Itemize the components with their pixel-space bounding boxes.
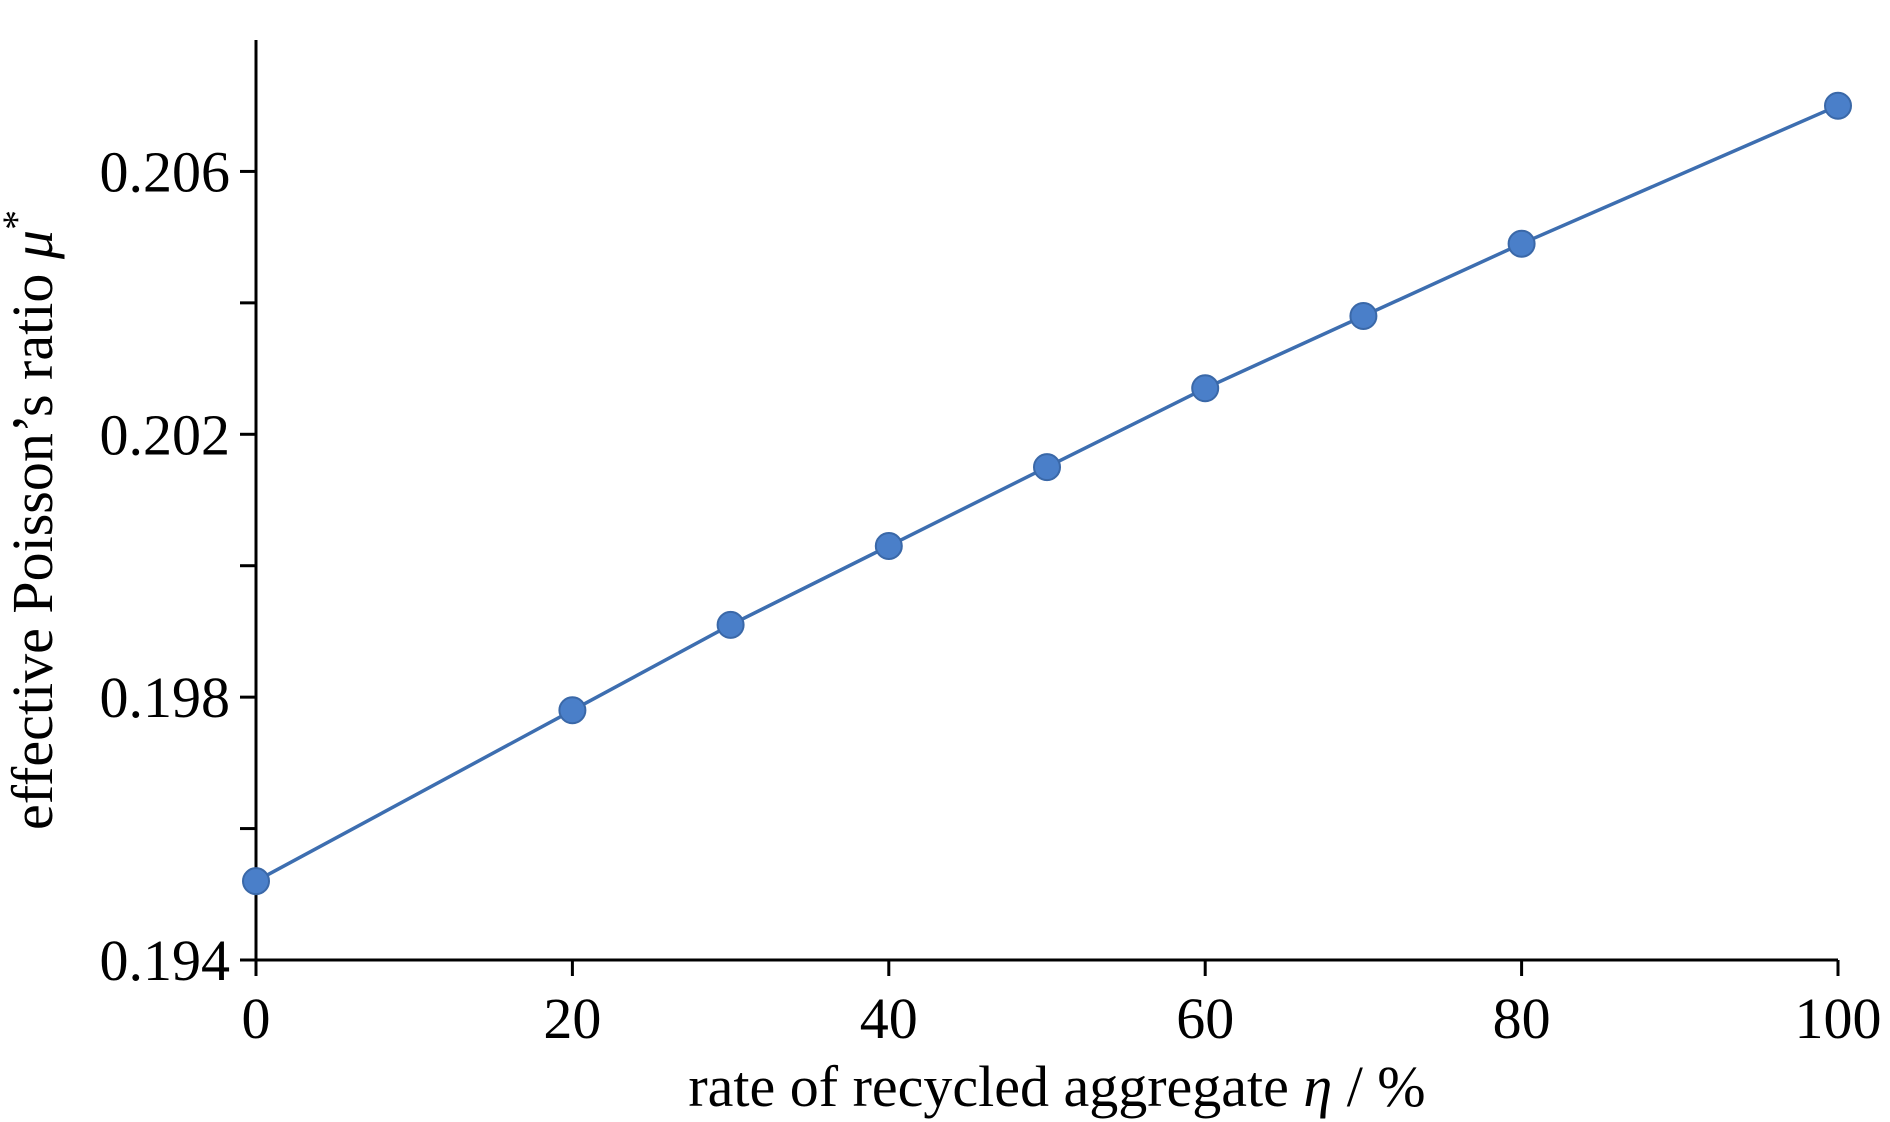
- data-point: [1191, 374, 1220, 403]
- axes: [254, 40, 1838, 962]
- y-axis-label: effective Poisson’s ratio μ*: [0, 210, 65, 830]
- series-line: [255, 104, 1839, 883]
- y-axis-label-text: effective Poisson’s ratio: [0, 259, 65, 830]
- x-tick-label: 40: [860, 986, 918, 1051]
- data-point: [1033, 453, 1061, 482]
- data-point: [716, 610, 745, 639]
- x-axis-label: rate of recycled aggregate η / %: [688, 1054, 1425, 1119]
- y-axis-label-sup: *: [0, 210, 39, 230]
- y-tick-label: 0.206: [100, 139, 231, 204]
- data-point: [242, 867, 270, 896]
- data-point: [558, 696, 587, 725]
- y-tick-label: 0.202: [100, 402, 231, 467]
- series: [242, 91, 1852, 896]
- x-tick-label: 100: [1795, 986, 1882, 1051]
- x-tick-label: 60: [1176, 986, 1234, 1051]
- y-tick-label: 0.194: [100, 928, 231, 993]
- x-axis-label-text: rate of recycled aggregate: [688, 1054, 1303, 1119]
- x-axis-label-symbol: η: [1303, 1054, 1332, 1119]
- data-point: [1349, 302, 1378, 330]
- y-tick-label: 0.198: [100, 665, 231, 730]
- x-tick-label: 20: [543, 986, 601, 1051]
- x-axis-label-unit: / %: [1332, 1054, 1425, 1119]
- x-tick-label: 0: [242, 986, 271, 1051]
- x-tick-label: 80: [1493, 986, 1551, 1051]
- data-point: [1507, 229, 1536, 258]
- y-ticks: 0.194 0.198 0.202 0.206: [100, 139, 256, 993]
- y-axis-label-symbol: μ: [0, 230, 65, 260]
- x-ticks: 0 20 40 60 80 100: [242, 960, 1882, 1051]
- data-point: [1824, 91, 1852, 120]
- data-point: [874, 532, 903, 560]
